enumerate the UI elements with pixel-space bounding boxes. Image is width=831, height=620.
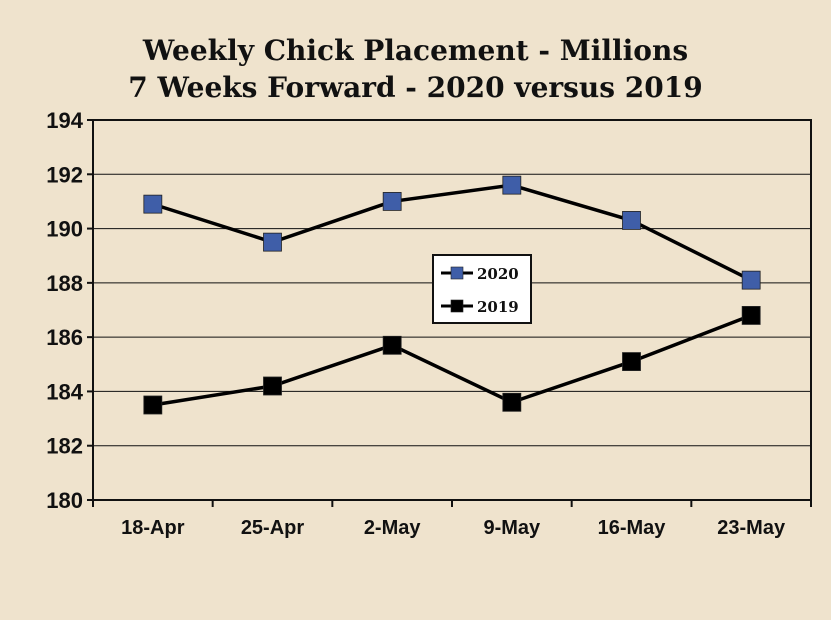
x-tick-label: 18-Apr: [121, 517, 185, 539]
data-point-2020: [741, 270, 761, 290]
legend-marker-2020: [450, 266, 464, 280]
chart-title: Weekly Chick Placement - Millions: [142, 34, 689, 67]
legend-label-2019: 2019: [477, 298, 519, 316]
legend-marker-2019: [450, 299, 464, 313]
data-point-2019: [143, 395, 163, 415]
series-line-2020: [152, 183, 752, 282]
y-tick-label: 182: [46, 434, 83, 459]
series-line-2019: [152, 313, 752, 407]
y-tick-label: 194: [46, 108, 83, 133]
data-point-2020: [622, 211, 641, 230]
y-tick-label: 186: [46, 325, 83, 350]
data-point-2020: [263, 232, 282, 252]
y-tick-label: 190: [46, 217, 83, 242]
legend-box: [432, 254, 532, 324]
y-tick-label: 192: [46, 162, 83, 187]
y-tick-label: 180: [46, 488, 83, 513]
data-point-2019: [741, 306, 761, 325]
x-tick-label: 9-May: [483, 517, 541, 539]
data-point-2019: [263, 376, 282, 396]
x-tick-label: 23-May: [717, 517, 786, 539]
data-point-2019: [382, 335, 402, 355]
data-point-2019: [502, 392, 522, 412]
y-tick-label: 188: [46, 271, 83, 296]
y-tick-label: 184: [46, 379, 83, 404]
x-tick-label: 16-May: [598, 517, 667, 539]
data-point-2019: [622, 352, 641, 371]
data-point-2020: [502, 175, 522, 195]
x-tick-label: 2-May: [364, 517, 422, 539]
x-tick-label: 25-Apr: [241, 517, 305, 539]
data-point-2020: [382, 192, 402, 211]
chart-subtitle: 7 Weeks Forward - 2020 versus 2019: [128, 71, 703, 104]
legend-label-2020: 2020: [477, 265, 519, 283]
data-point-2020: [143, 194, 163, 214]
